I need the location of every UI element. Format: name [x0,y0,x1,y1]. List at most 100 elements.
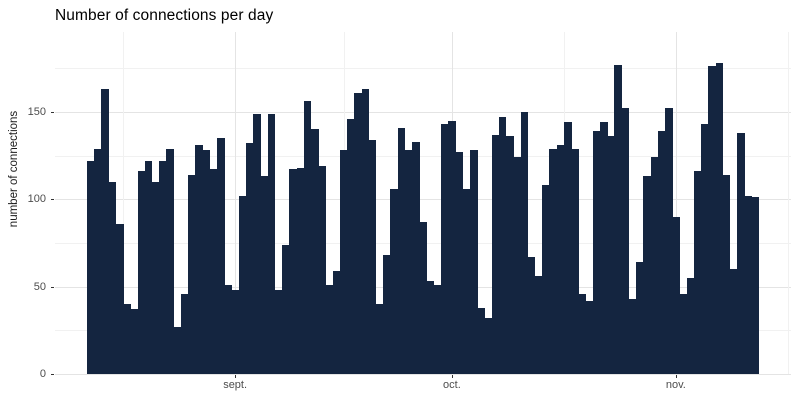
gridline-x-major [235,32,237,374]
y-tick-label: 50 [33,280,46,293]
x-tick-mark [675,375,677,378]
bar-day [202,150,211,374]
bar-day [209,169,218,374]
bar-day [94,148,102,374]
bar-day [195,145,203,374]
x-tick-mark [235,375,237,378]
bar-day [419,221,427,374]
bar-day [636,262,644,374]
bar-day [650,157,659,374]
bar-day [217,138,225,374]
bar-day [491,134,500,374]
bar-day [665,108,673,374]
y-tick-mark [51,111,54,113]
bar-day [303,101,312,374]
bar-day [311,129,319,374]
bar-day [390,188,399,374]
bar-day [527,256,536,374]
bar-day [513,157,521,374]
x-tick-mark [451,375,453,378]
bar-day [571,148,579,374]
gridline-x-major [675,32,677,374]
bar-day [592,131,601,374]
bar-day [708,66,717,374]
bar-day [520,111,529,374]
bar-day [238,195,247,374]
bar-day [715,62,724,374]
y-tick-mark [51,286,54,288]
bar-day [282,244,290,374]
y-tick-label: 150 [27,105,46,118]
gridline-x-minor [123,32,125,374]
bar-day [87,160,95,374]
bar-day [657,131,666,374]
bar-day [585,300,594,374]
x-tick-label: nov. [665,379,686,391]
bar-day [173,326,182,374]
bar-day [614,64,623,374]
bar-day [274,290,283,374]
bar-day [368,139,377,374]
bar-day [332,270,341,374]
bar-day [455,152,464,374]
bar-day [376,304,384,374]
bar-day [693,171,702,374]
gridline-y-minor [55,68,791,70]
bar-day [296,167,305,374]
bar-day [578,293,586,374]
bar-day [542,185,550,374]
bar-day [621,108,630,374]
bar-day [441,124,449,374]
bar-day [607,136,615,374]
x-tick-label: oct. [443,379,461,391]
bar-day [751,197,760,374]
gridline-y-major [55,111,791,113]
bar-day [672,216,680,374]
bar-day [643,176,651,374]
bar-day [744,195,753,374]
chart-title: Number of connections per day [55,7,274,24]
bar-day [535,276,543,374]
bar-day [404,150,413,374]
bar-day [347,118,355,374]
bar-day [123,304,131,374]
gridline-x-minor [787,32,789,374]
bar-day [498,117,507,374]
bar-day [730,269,738,374]
bar-day [152,181,160,374]
gridline-y-major [55,199,791,201]
y-tick-label: 100 [27,193,46,206]
bar-day [245,143,254,374]
bar-day [397,127,406,374]
bar-day [469,150,478,374]
bar-day [159,160,167,374]
bar-day [448,120,456,374]
y-tick-label: 0 [39,368,46,380]
y-axis-title: number of connections [8,110,20,228]
bar-day [484,318,493,374]
bar-day [101,89,110,374]
bar-day [549,148,558,374]
y-tick-mark [51,199,54,201]
bar-day [253,113,261,374]
bar-day [433,284,442,374]
bar-day [115,223,124,374]
bar-day [361,89,370,374]
bar-day [188,174,196,374]
bar-day [108,181,117,374]
bar-day [737,132,745,374]
bar-day [563,122,572,374]
bar-day [701,124,709,374]
bar-day [224,284,232,374]
bar-day [267,113,276,374]
bar-day [412,141,420,374]
bar-day [354,92,362,374]
bar-day [506,136,514,374]
x-tick-label: sept. [223,379,248,391]
bar-day [679,293,688,374]
bar-day [426,281,435,374]
bar-day [383,255,391,374]
bar-day [137,171,146,374]
bar-day [231,290,240,374]
